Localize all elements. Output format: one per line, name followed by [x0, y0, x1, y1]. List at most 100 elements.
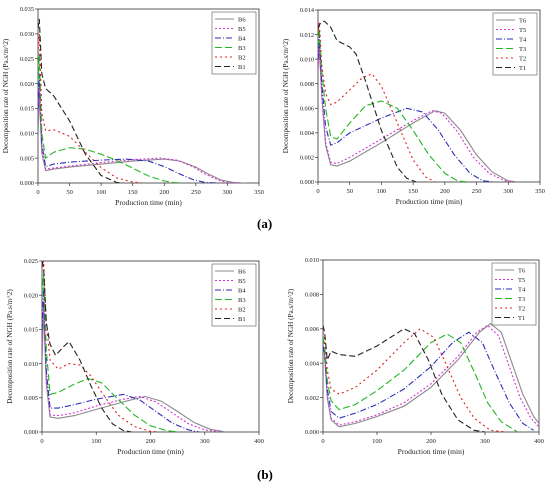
panel-a-right-y-tick-label: 0.000	[300, 179, 314, 186]
panel-a-left-x-tick-label: 250	[191, 189, 201, 196]
panel-b-right-legend-label-t5: T5	[518, 277, 525, 284]
panel-a-right-y-tick-label: 0.004	[300, 130, 315, 137]
panel-a-left-y-tick-label: 0.010	[20, 130, 34, 137]
panel-b-left-y-tick-label: 0.015	[24, 327, 38, 334]
panel-b-right-series-t1	[323, 325, 486, 432]
panel-label-a: (a)	[257, 216, 273, 231]
panel-b-left-x-tick-label: 100	[91, 438, 101, 445]
panel-a-left-legend-label-b5: B5	[238, 26, 246, 33]
panel-a-left-legend-label-b2: B2	[238, 54, 246, 61]
panel-a-left: 0 50 100 150 200 250 300 350 0.000 0.005 0.010 0.01…	[2, 6, 264, 207]
panel-a-left-y-tick-label: 0.035	[20, 6, 34, 13]
panel-b-left-y-tick-label: 0.010	[24, 361, 38, 368]
panel-a-right-legend-label-t6: T6	[519, 17, 527, 24]
panel-b-left-legend-label-b1: B1	[238, 316, 246, 323]
panel-a-right-x-tick-label: 350	[535, 188, 545, 195]
panel-b-left-legend-label-b2: B2	[238, 306, 246, 313]
panel-a-left-x-tick-label: 0	[36, 189, 39, 196]
panel-b-left-y-tick-label: 0.020	[24, 292, 38, 299]
panel-a-right-series-t2	[318, 22, 436, 182]
panel-b-left-x-tick-label: 400	[254, 438, 264, 445]
panel-a-right-y-tick-label: 0.002	[300, 155, 314, 162]
panel-a-left-x-tick-label: 100	[96, 189, 106, 196]
panel-b-left-series-b5	[42, 301, 222, 432]
panel-b-left-series-b1	[42, 261, 132, 432]
panel-a-right-x-axis-label: Production time (min)	[396, 197, 463, 206]
panel-b-right-y-tick-label: 0.004	[305, 360, 320, 367]
panel-a-right-series-t5	[318, 46, 515, 182]
panel-b-right-y-tick-label: 0.000	[305, 429, 319, 436]
panel-a-right-series-t1	[318, 20, 417, 182]
panel-b-right-x-tick-label: 100	[372, 438, 382, 445]
panel-b-left-legend-box	[211, 263, 257, 327]
panel-a-right-series-t6	[318, 46, 518, 182]
panel-a-left-series-b3	[38, 53, 184, 183]
panel-b-right-y-tick-label: 0.008	[305, 292, 319, 299]
panel-a-right-legend: T6 T5 T4 T3 T2 T1	[492, 12, 538, 76]
panel-a-left-y-tick-label: 0.030	[20, 31, 34, 38]
panel-a-left-x-tick-label: 300	[223, 189, 233, 196]
panel-b-left-x-tick-label: 200	[146, 438, 156, 445]
panel-a-left-y-tick-label: 0.000	[20, 180, 34, 187]
panel-b-left-legend-label-b5: B5	[238, 278, 246, 285]
panel-a-right-series-t3	[318, 28, 468, 182]
panel-a-left-x-tick-label: 350	[254, 189, 264, 196]
panel-a-right-x-tick-label: 300	[503, 188, 513, 195]
panel-a-right-plot-frame	[317, 9, 541, 183]
panel-b-right-series-t4	[323, 331, 534, 431]
panel-a-left-y-axis-label: Decomposition rate of NGH (Pa.s/m^2)	[2, 38, 10, 153]
panel-a-right-legend-label-t5: T5	[519, 27, 526, 34]
panel-b-left-y-tick-label: 0.000	[24, 429, 38, 436]
panel-b-right-x-axis-label: Production time (min)	[398, 447, 465, 456]
panel-a-left-legend-label-b6: B6	[238, 16, 246, 23]
panel-b-left: 0 100 200 300 400 0.000 0.005 0.010 0.015 0.020 0.…	[6, 258, 264, 456]
panel-b-right-legend: T6 T5 T4 T3 T2 T1	[491, 262, 537, 326]
panel-a-left-series-b4	[38, 73, 219, 183]
panel-b-left-series-b4	[42, 288, 200, 432]
panel-a-left-legend-box	[211, 11, 257, 75]
panel-b-right-series-t2	[323, 328, 507, 432]
panel-b-left-x-tick-label: 0	[40, 438, 43, 445]
panel-a-left-series-b6	[38, 93, 247, 183]
panel-a-right-legend-label-t2: T2	[519, 55, 526, 62]
panel-b-left-series-b6	[42, 308, 227, 432]
panel-a-left-legend-label-b4: B4	[238, 35, 246, 42]
panel-a-left-series-b5	[38, 83, 241, 183]
panel-a-left-x-tick-label: 150	[128, 189, 138, 196]
panel-a-left-x-tick-label: 50	[66, 189, 73, 196]
panel-b-right-legend-label-t3: T3	[518, 296, 525, 303]
panel-a-left-legend-label-b1: B1	[238, 64, 246, 71]
panel-b-right: 0 100 200 300 400 0.000 0.002 0.004 0.006 0.008 0.…	[287, 257, 544, 456]
panel-b-left-y-tick-label: 0.025	[24, 258, 38, 265]
panel-a-right-x-tick-label: 250	[472, 188, 482, 195]
panel-a-right-x-tick-label: 100	[377, 188, 387, 195]
panel-a-right-x-tick-label: 150	[408, 188, 418, 195]
panel-b-left-series-b3	[42, 274, 178, 432]
panel-b-right-y-tick-label: 0.006	[305, 326, 319, 333]
panel-a-right-y-tick-label: 0.010	[300, 56, 314, 63]
panel-b-left-legend-label-b3: B3	[238, 297, 246, 304]
panel-a-left-x-axis-label: Production time (min)	[115, 198, 182, 207]
panel-b-right-legend-label-t2: T2	[518, 305, 525, 312]
panel-a-right-y-axis-label: Decomposition rate of NGH (Pa.s/m^2)	[282, 38, 290, 153]
panel-a-left-y-tick-label: 0.020	[20, 81, 34, 88]
panel-b-left-legend-label-b6: B6	[238, 268, 246, 275]
panel-b-left-x-axis-label: Production time (min)	[117, 447, 184, 456]
panel-a-left-series-b1	[38, 18, 124, 183]
panel-b-right-y-tick-label: 0.010	[305, 257, 319, 264]
panel-b-right-series-t6	[323, 322, 539, 428]
panel-a-right-y-tick-label: 0.006	[300, 105, 314, 112]
panel-b-left-x-tick-label: 300	[200, 438, 210, 445]
panel-a-left-y-tick-label: 0.015	[20, 106, 34, 113]
panel-a-left-y-tick-label: 0.005	[20, 155, 34, 162]
panel-a-left-series-b2	[38, 33, 143, 183]
panel-a-right-x-tick-label: 50	[346, 188, 353, 195]
panel-a-right: 0 50 100 150 200 250 300 350 0.000 0.002 0.004 0.00…	[282, 7, 545, 206]
panel-b-right-legend-label-t1: T1	[518, 315, 525, 322]
panel-a-right-legend-label-t4: T4	[519, 36, 527, 43]
panel-a-right-legend-label-t3: T3	[519, 46, 526, 53]
panel-a-right-x-tick-label: 0	[316, 188, 319, 195]
panel-a-right-x-tick-label: 200	[440, 188, 450, 195]
panel-a-left-legend: B6 B5 B4 B3 B2 B1	[211, 11, 257, 75]
